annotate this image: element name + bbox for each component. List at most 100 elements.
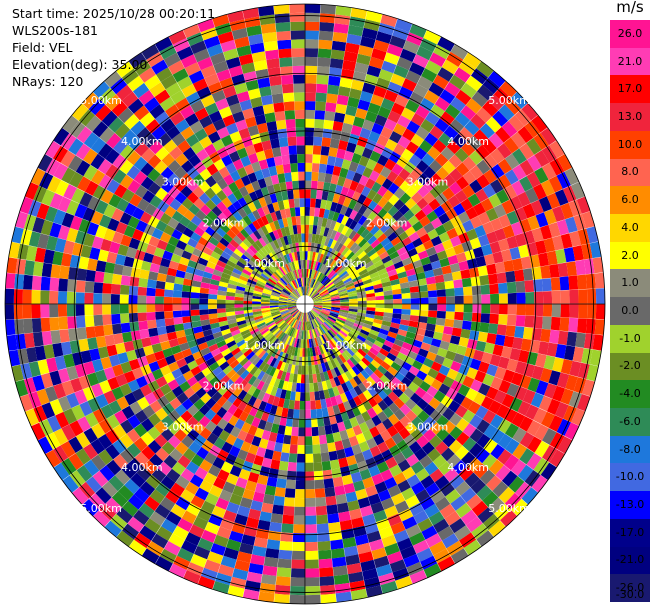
velocity-bin — [380, 166, 392, 179]
velocity-bin — [137, 295, 147, 304]
velocity-bin — [262, 565, 278, 576]
velocity-bin — [313, 281, 320, 290]
velocity-bin — [314, 328, 320, 337]
velocity-bin — [231, 27, 248, 40]
velocity-bin — [549, 158, 565, 176]
velocity-bin — [250, 328, 260, 335]
velocity-bin — [149, 195, 163, 208]
velocity-bin — [490, 179, 504, 194]
velocity-bin — [466, 258, 478, 269]
velocity-bin — [146, 312, 156, 321]
velocity-bin — [322, 304, 332, 307]
velocity-bin — [170, 90, 186, 105]
velocity-bin — [267, 413, 276, 424]
velocity-bin — [79, 401, 93, 417]
velocity-bin — [286, 381, 293, 392]
velocity-bin — [519, 143, 535, 160]
velocity-bin — [461, 320, 472, 331]
velocity-bin — [274, 249, 281, 259]
velocity-bin — [377, 489, 392, 502]
velocity-bin — [324, 173, 333, 184]
velocity-bin — [355, 235, 364, 245]
velocity-bin — [193, 398, 206, 411]
velocity-bin — [197, 257, 209, 267]
velocity-bin — [488, 400, 502, 415]
velocity-bin — [265, 266, 274, 275]
velocity-bin — [179, 233, 191, 244]
velocity-bin — [353, 212, 363, 223]
velocity-bin — [519, 374, 532, 390]
velocity-bin — [313, 318, 320, 327]
velocity-bin — [446, 368, 459, 380]
range-ring-label: 1.00km — [325, 257, 367, 270]
velocity-bin — [186, 502, 201, 517]
velocity-bin — [276, 30, 291, 41]
velocity-bin — [540, 367, 553, 383]
velocity-bin — [485, 116, 502, 133]
velocity-bin — [232, 268, 243, 276]
velocity-bin — [419, 233, 431, 244]
velocity-bin — [356, 288, 366, 293]
velocity-bin — [199, 427, 212, 440]
velocity-bin — [453, 353, 465, 364]
velocity-bin — [82, 207, 96, 222]
velocity-bin — [348, 199, 357, 210]
velocity-bin — [180, 105, 195, 119]
velocity-bin — [512, 443, 527, 460]
velocity-bin — [115, 373, 128, 387]
velocity-bin — [360, 559, 376, 572]
velocity-bin — [299, 400, 305, 410]
velocity-bin — [177, 336, 188, 345]
velocity-bin — [44, 206, 58, 223]
velocity-bin — [75, 143, 91, 160]
velocity-bin — [299, 251, 303, 261]
velocity-bin — [211, 89, 226, 103]
velocity-bin — [229, 493, 243, 506]
velocity-bin — [216, 260, 227, 269]
velocity-bin — [155, 36, 173, 52]
velocity-bin — [420, 342, 431, 352]
velocity-bin — [348, 133, 360, 145]
velocity-bin — [595, 304, 605, 320]
velocity-bin — [341, 372, 350, 383]
velocity-bin — [141, 337, 152, 348]
velocity-bin — [455, 404, 468, 418]
velocity-bin — [232, 235, 243, 245]
velocity-bin — [45, 449, 61, 468]
velocity-bin — [482, 183, 496, 198]
velocity-bin — [421, 441, 435, 455]
velocity-bin — [226, 122, 239, 135]
velocity-bin — [306, 312, 309, 322]
velocity-bin — [139, 481, 156, 496]
velocity-bin — [330, 294, 340, 299]
velocity-bin — [182, 316, 192, 324]
velocity-bin — [279, 361, 286, 372]
velocity-bin — [41, 189, 55, 206]
velocity-bin — [318, 253, 324, 263]
velocity-bin — [271, 312, 281, 317]
velocity-bin — [5, 288, 15, 304]
velocity-bin — [369, 225, 380, 236]
velocity-bin — [234, 300, 244, 304]
velocity-bin — [399, 282, 410, 289]
velocity-bin — [177, 455, 191, 469]
velocity-bin — [321, 460, 332, 471]
velocity-bin — [278, 299, 288, 303]
velocity-bin — [442, 407, 455, 421]
velocity-bin — [266, 121, 278, 132]
velocity-bin — [343, 237, 352, 247]
velocity-bin — [265, 282, 275, 288]
velocity-bin — [281, 190, 289, 201]
velocity-bin — [381, 281, 392, 288]
velocity-bin — [185, 532, 201, 546]
velocity-bin — [403, 387, 415, 399]
velocity-bin — [291, 171, 299, 182]
velocity-bin — [450, 360, 462, 372]
velocity-bin — [387, 231, 398, 242]
velocity-bin — [315, 101, 326, 111]
velocity-bin — [282, 163, 291, 174]
velocity-bin — [368, 56, 384, 69]
velocity-bin — [242, 204, 252, 216]
velocity-bin — [223, 547, 239, 560]
velocity-bin — [139, 67, 156, 83]
